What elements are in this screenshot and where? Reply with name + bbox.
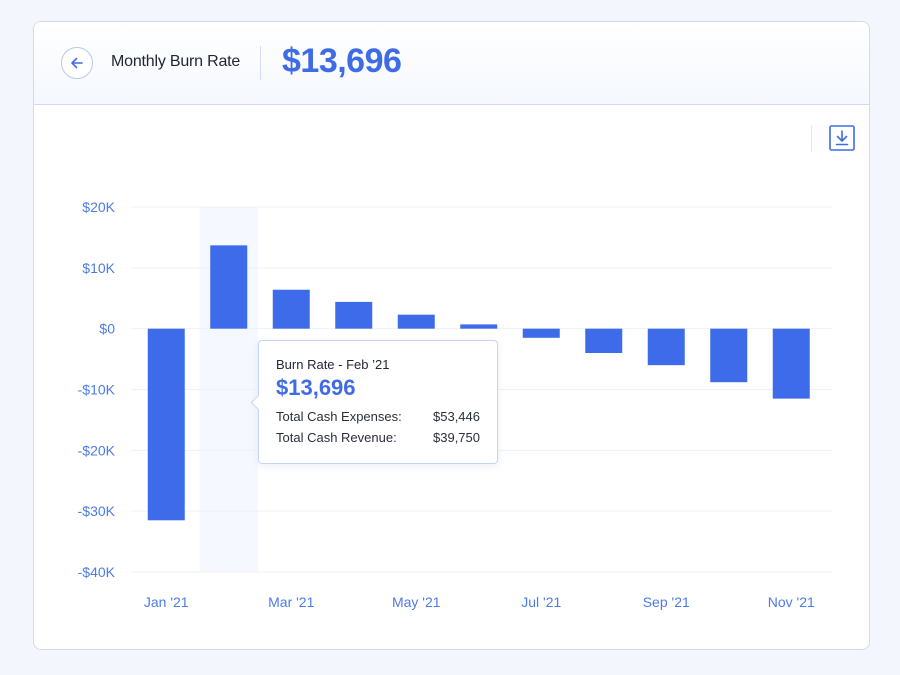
bar-feb-21 — [210, 245, 248, 329]
tooltip-value: $13,696 — [276, 375, 356, 400]
y-tick-label: $0 — [99, 321, 115, 337]
y-tick-label: -$40K — [78, 564, 116, 580]
bar-jul-21 — [522, 328, 560, 338]
y-tick-label: $20K — [82, 199, 115, 215]
tooltip-title: Burn Rate - Feb ’21 — [276, 357, 390, 372]
arrow-left-icon — [71, 57, 83, 69]
toolbar-divider — [811, 126, 812, 152]
burn-rate-chart: $20K $10K $0 -$10K -$20K -$30K -$40K Jan '21 Mar… — [78, 199, 832, 610]
y-tick-label: -$20K — [78, 442, 116, 458]
card-header: Monthly Burn Rate $13,696 — [34, 22, 869, 105]
bar-sep-21 — [647, 328, 685, 366]
bar-may-21 — [397, 314, 435, 329]
chart-tooltip: Burn Rate - Feb ’21 $13,696 Total Cash E… — [250, 340, 498, 464]
bar-jun-21 — [460, 324, 498, 329]
page-title: Monthly Burn Rate — [111, 53, 241, 70]
y-tick-label: -$30K — [78, 503, 116, 519]
x-tick-label: Sep '21 — [643, 594, 690, 610]
x-tick-label: Mar '21 — [268, 594, 314, 610]
back-button[interactable] — [61, 47, 93, 79]
download-icon — [829, 125, 855, 151]
x-tick-label: May '21 — [392, 594, 441, 610]
bar-jan-21 — [147, 328, 185, 521]
y-tick-label: $10K — [82, 260, 115, 276]
tooltip-row-value: $53,446 — [433, 409, 480, 424]
x-tick-label: Jul '21 — [521, 594, 561, 610]
bar-aug-21 — [585, 328, 623, 353]
tooltip-row-value: $39,750 — [433, 430, 480, 445]
tooltip-row-label: Total Cash Expenses: — [276, 409, 402, 424]
bar-apr-21 — [335, 301, 373, 329]
bar-oct-21 — [710, 328, 748, 383]
bar-nov-21 — [772, 328, 810, 399]
burn-rate-value: $13,696 — [282, 42, 402, 80]
download-button[interactable] — [829, 125, 855, 151]
tooltip-row-label: Total Cash Revenue: — [276, 430, 397, 445]
x-tick-label: Jan '21 — [144, 594, 189, 610]
y-tick-label: -$10K — [78, 382, 116, 398]
bar-mar-21 — [272, 289, 310, 329]
header-divider — [260, 46, 261, 80]
x-tick-label: Nov '21 — [768, 594, 815, 610]
burn-rate-card: Monthly Burn Rate $13,696 $20K $10K $0 -$10… — [33, 21, 870, 650]
